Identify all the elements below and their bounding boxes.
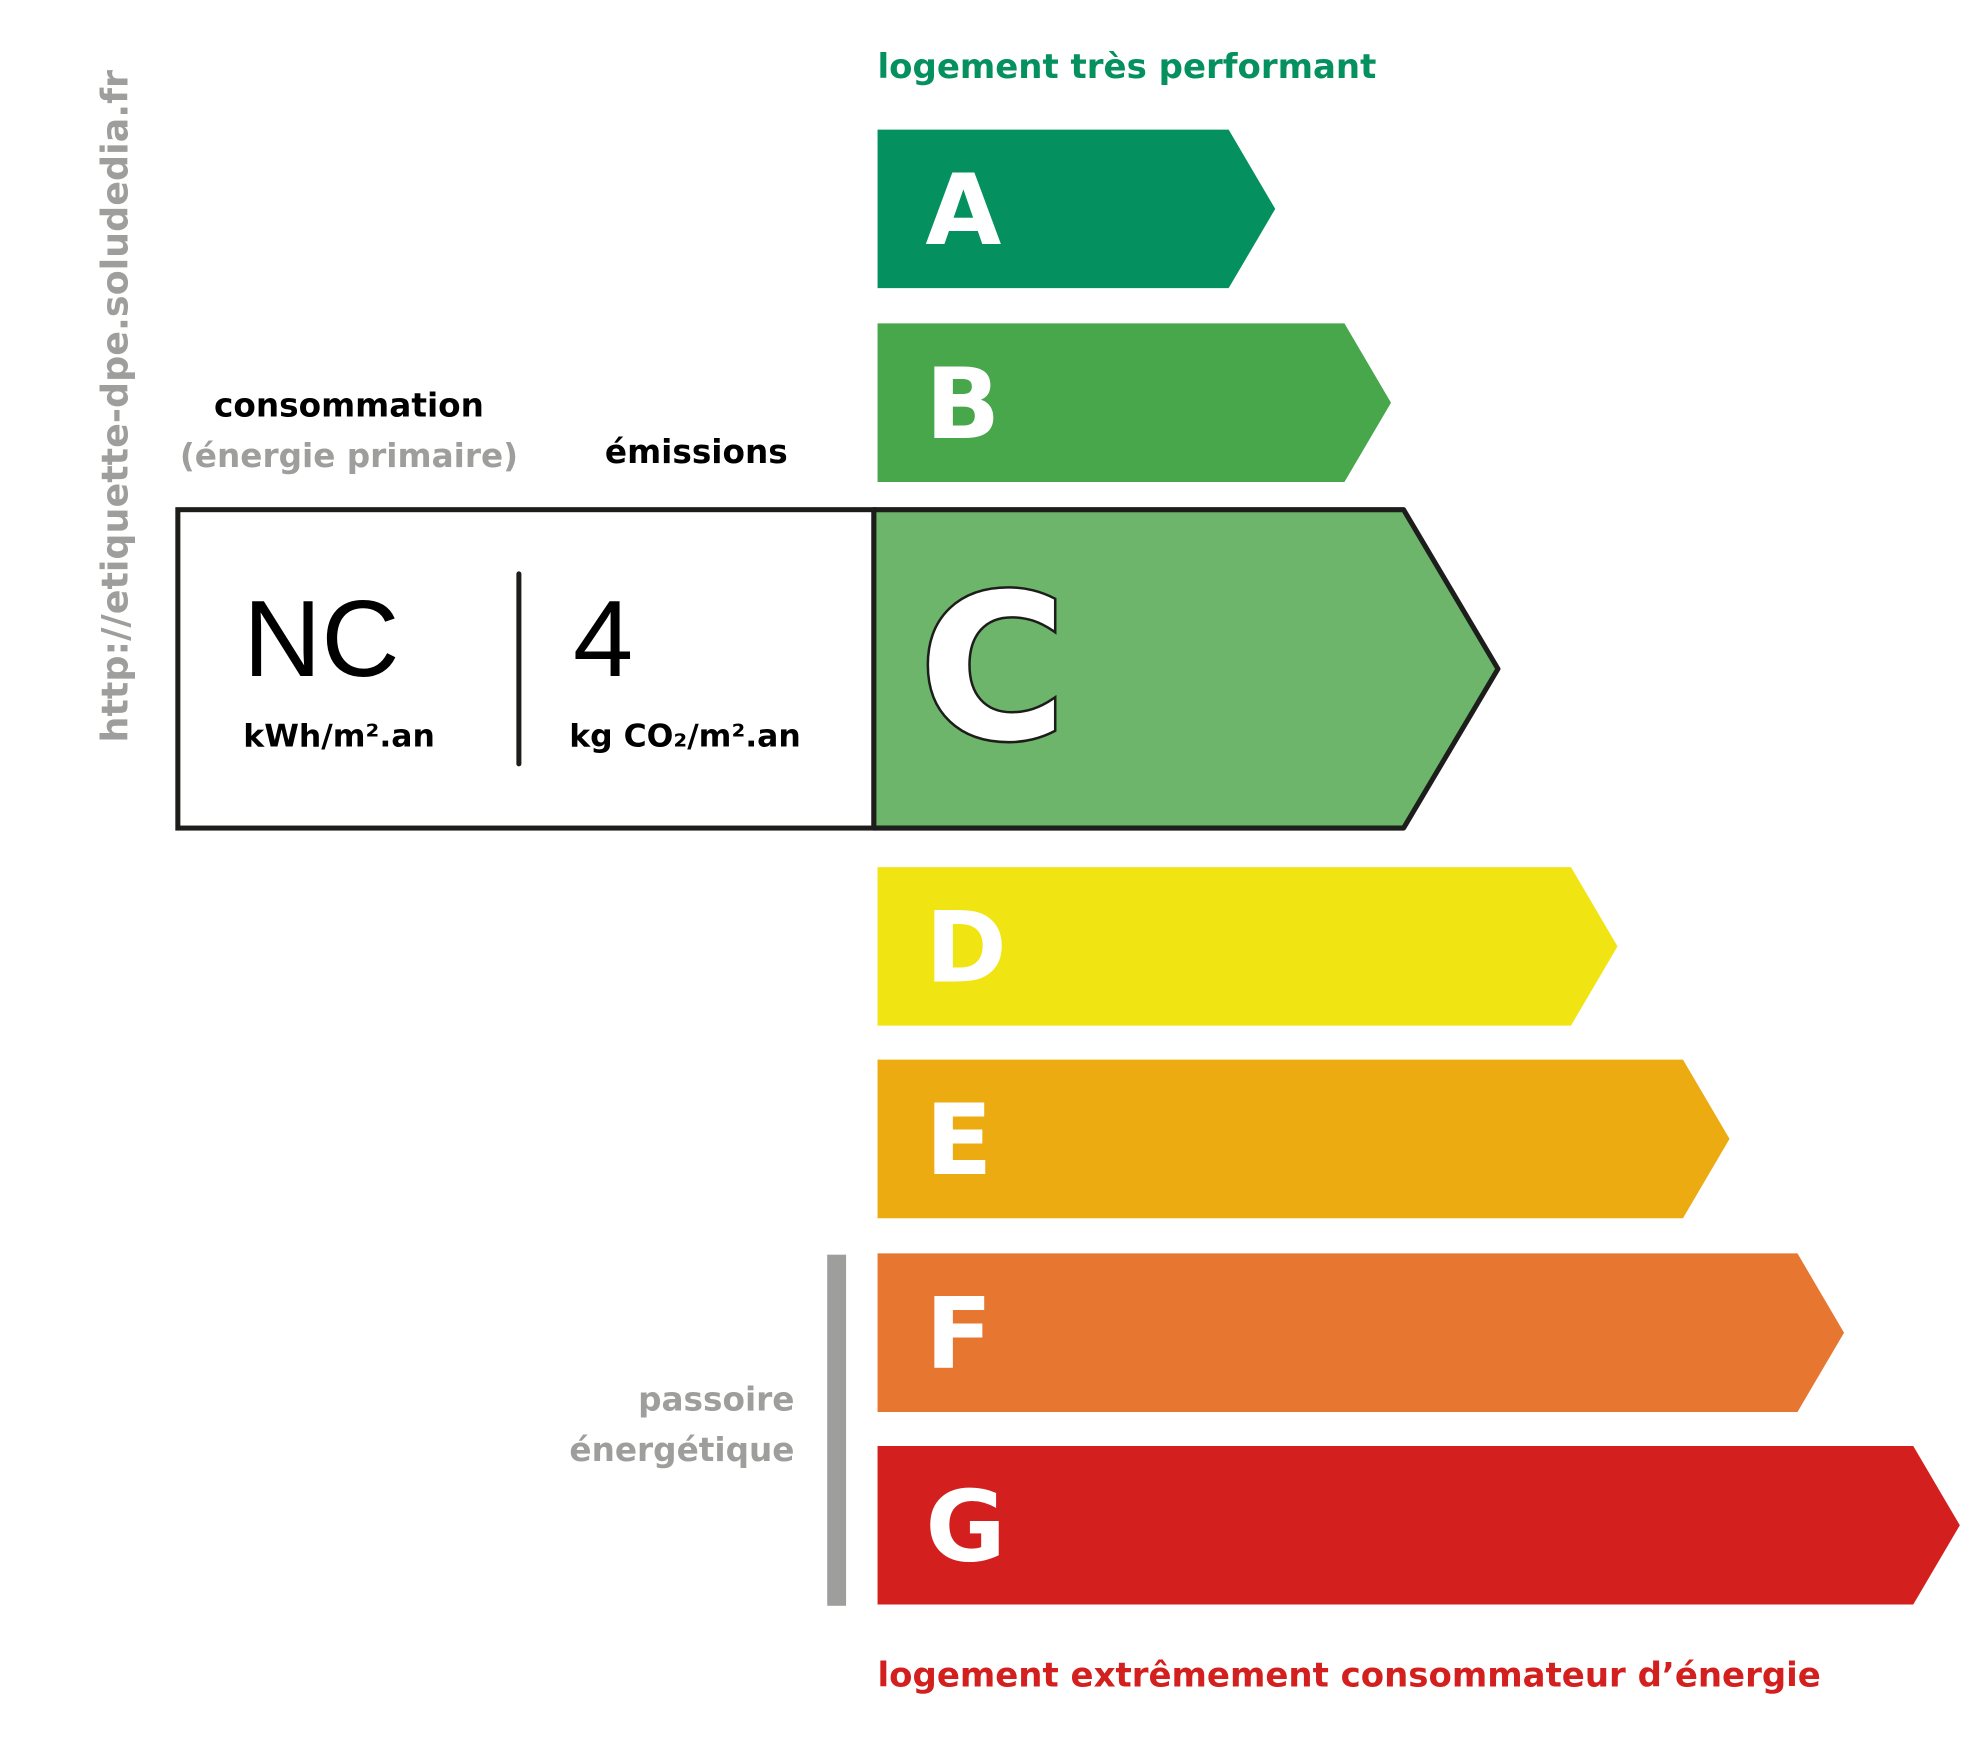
emissions-title: émissions bbox=[605, 433, 788, 471]
consumption-box bbox=[175, 507, 877, 831]
class-letter-f: F bbox=[925, 1278, 992, 1392]
class-bar-g bbox=[877, 1445, 1960, 1605]
bottom-label: logement extrêmement consommateur d’éner… bbox=[878, 1655, 1821, 1695]
class-bar-f bbox=[877, 1253, 1845, 1412]
class-bar-e bbox=[877, 1059, 1730, 1219]
class-letter-a: A bbox=[925, 154, 1001, 268]
consumption-subtitle: (énergie primaire) bbox=[180, 437, 518, 475]
passoire-bar bbox=[827, 1254, 847, 1606]
consumption-title: consommation bbox=[214, 387, 484, 425]
class-bar-b bbox=[877, 323, 1391, 482]
class-letter-c: C bbox=[919, 552, 1067, 786]
class-letter-e: E bbox=[925, 1084, 992, 1198]
class-letter-g: G bbox=[925, 1470, 1006, 1584]
emissions-unit: kg CO₂/m².an bbox=[569, 718, 801, 754]
class-letter-d: D bbox=[925, 892, 1006, 1006]
watermark-url: http://etiquette-dpe.soludedia.fr bbox=[94, 70, 137, 742]
consumption-value: NC bbox=[243, 578, 399, 699]
class-bar-a bbox=[877, 129, 1276, 289]
passoire-line1: passoire bbox=[638, 1381, 794, 1419]
top-label: logement très performant bbox=[878, 47, 1377, 87]
passoire-line2: énergétique bbox=[569, 1431, 794, 1469]
class-letter-b: B bbox=[925, 348, 1000, 462]
consumption-unit: kWh/m².an bbox=[243, 718, 435, 754]
emissions-value: 4 bbox=[573, 578, 633, 699]
class-bar-d bbox=[877, 867, 1618, 1026]
